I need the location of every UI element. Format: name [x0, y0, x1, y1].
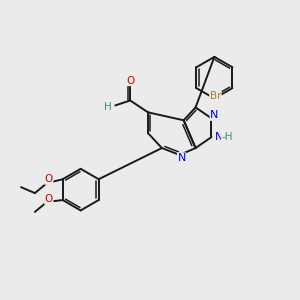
Text: N: N	[178, 153, 186, 163]
Text: Br: Br	[210, 91, 221, 100]
Text: -H: -H	[221, 132, 233, 142]
Text: O: O	[45, 174, 53, 184]
Text: O: O	[126, 76, 134, 85]
Text: N: N	[215, 132, 224, 142]
Text: H: H	[103, 102, 111, 112]
Text: O: O	[45, 194, 53, 204]
Text: N: N	[210, 110, 219, 120]
